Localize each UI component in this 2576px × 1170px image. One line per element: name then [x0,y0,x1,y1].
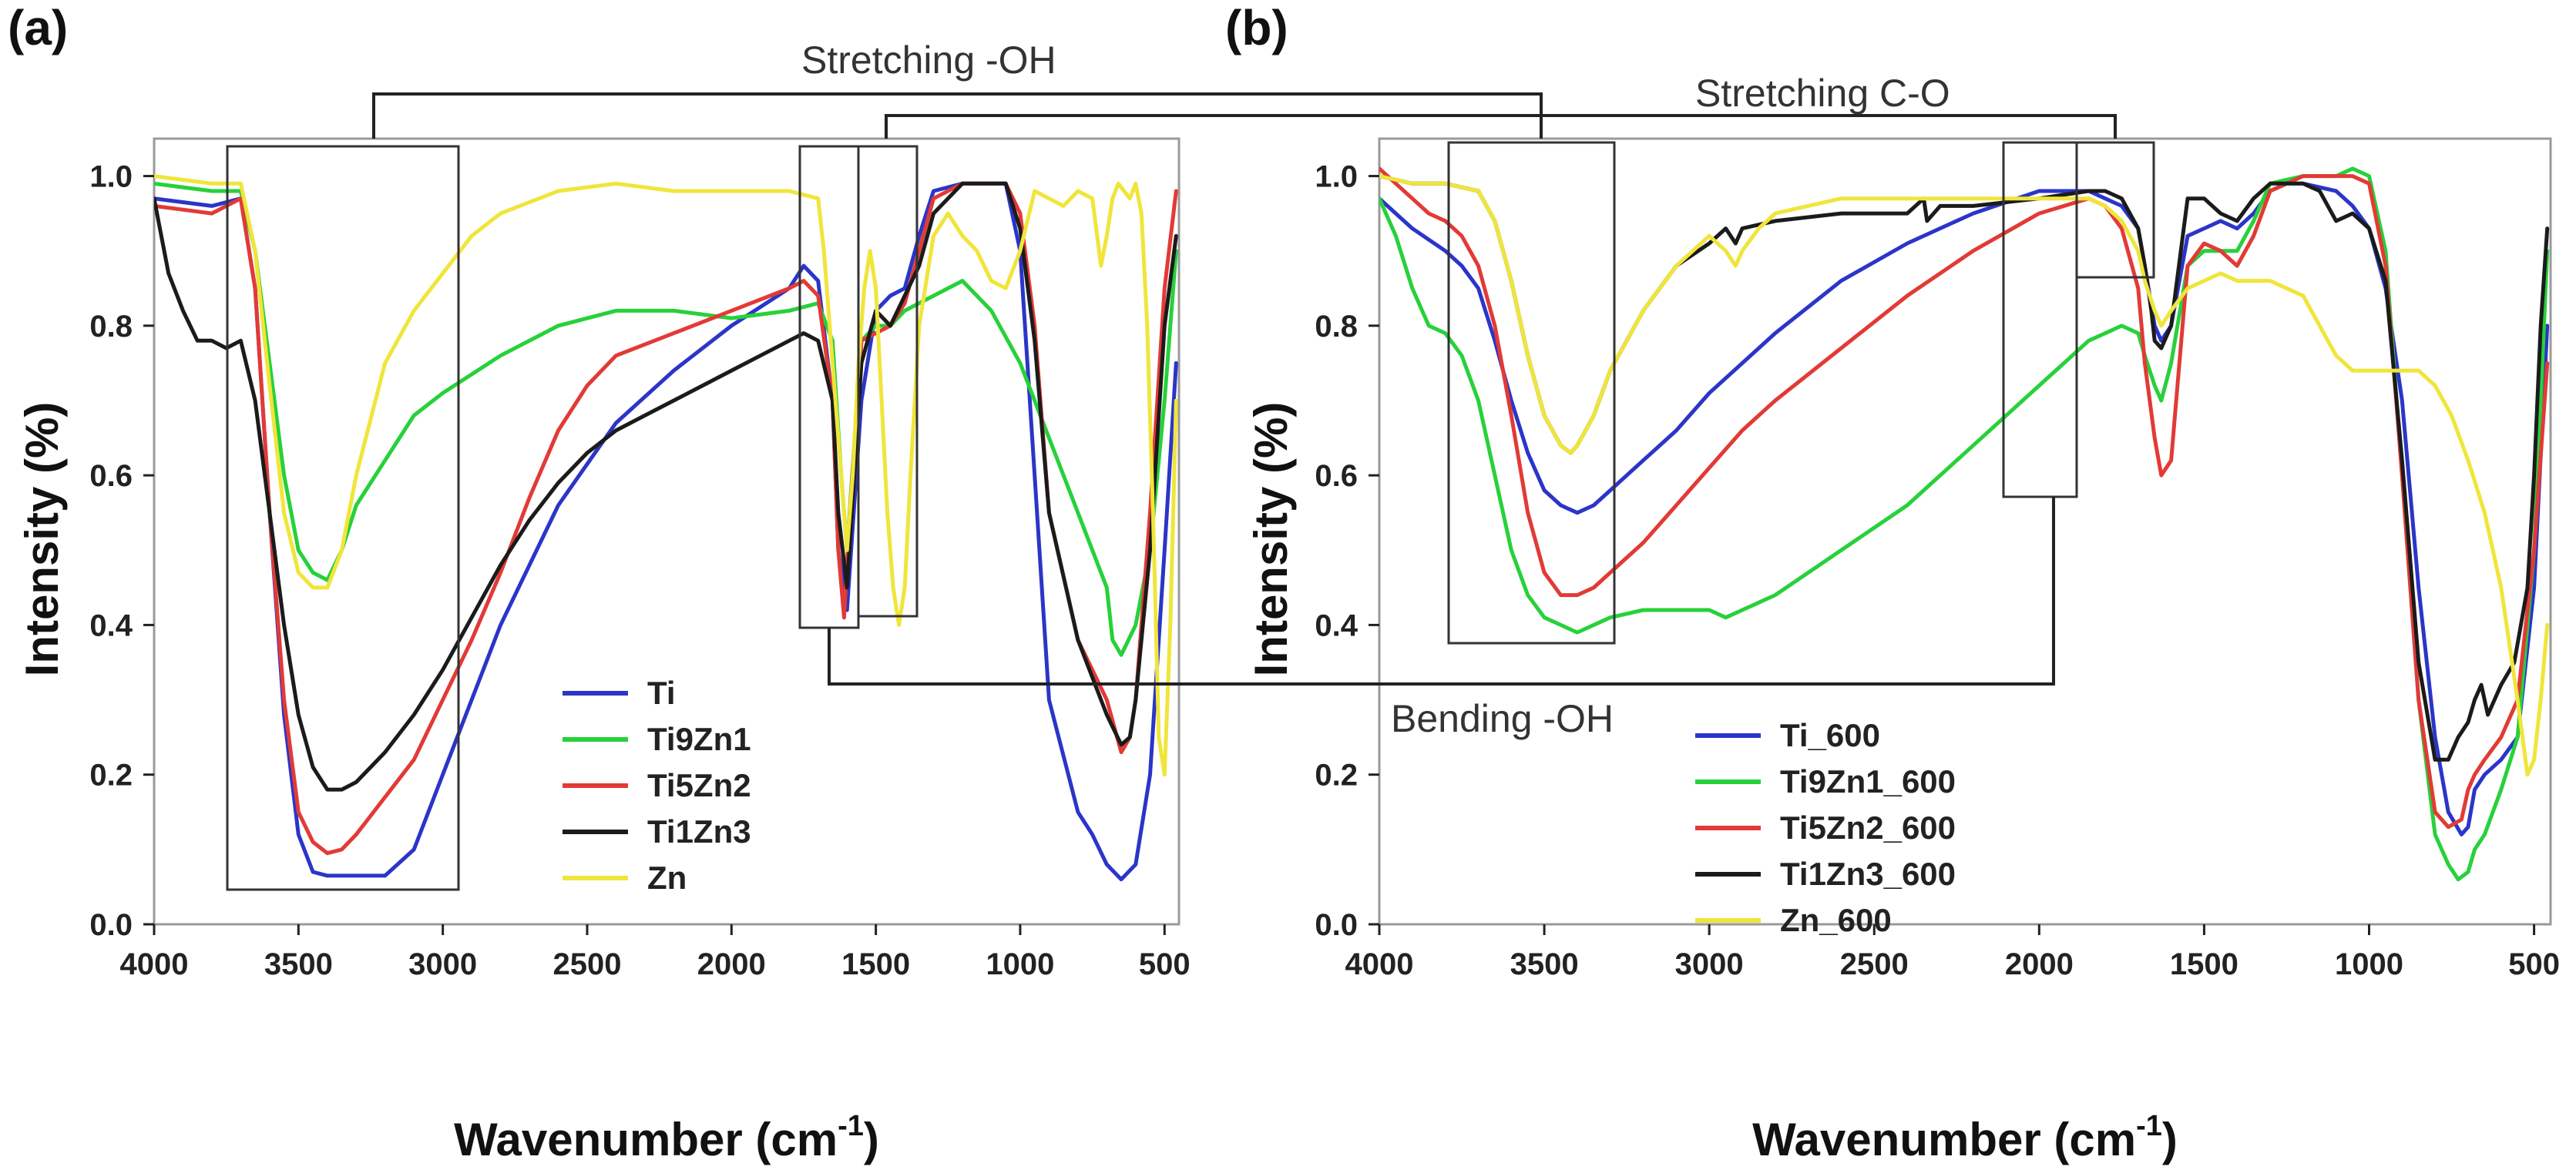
panel-b-x-tick-label: 2000 [2005,947,2074,981]
panel-b-y-tick-label: 0.2 [1315,759,1358,793]
panel-a-y-tick-label: 0.4 [89,608,133,642]
panel-a-xlabel-sup: -1 [838,1110,864,1142]
panel-b-label: (b) [1225,0,1288,55]
panel-a-legend: Ti Ti9Zn1 Ti5Zn2 Ti1Zn3 Zn [563,675,751,896]
stretching-oh-label: Stretching -OH [801,39,1056,82]
panel-a-x-tick-label: 500 [1139,947,1191,981]
panel-a-y-tick-label: 0.8 [89,310,133,344]
bending-oh-label: Bending -OH [1391,697,1614,740]
panel-a-x-axis-title: Wavenumber (cm-1) [454,1110,879,1165]
panel-a-series-zn [154,174,1178,777]
panel-a: 4000 3500 3000 2500 2000 1500 1000 500 0.0 0.2 0.4… [16,137,1191,1165]
panel-a-legend-label: Ti [647,675,676,711]
panel-a-x-tick-label: 3000 [408,947,477,981]
panel-b-series-group [1379,166,2550,882]
panel-b-legend-label: Zn_600 [1780,902,1892,938]
panel-a-legend-label: Ti5Zn2 [647,767,751,803]
panel-b-x-tick-label: 1000 [2335,947,2403,981]
panel-b-legend-label: Ti5Zn2_600 [1780,810,1956,846]
panel-b-axes: 4000 3500 3000 2500 2000 1500 1000 500 0.0 0.2 0.4… [1315,160,2560,981]
panel-a-y-axis-title: Intensity (%) [16,402,68,677]
panel-b-series-ti1zn3 [1379,174,2550,762]
stretching-co-label: Stretching C-O [1695,72,1950,115]
panel-a-x-tick-label: 4000 [120,947,189,981]
panel-a-x-tick-label: 1500 [841,947,910,981]
panel-a-xlabel-tail: ) [864,1114,879,1165]
panel-a-y-tick-label: 0.2 [89,759,133,793]
panel-b-legend-label: Ti9Zn1_600 [1780,763,1956,800]
panel-a-bending-region-2 [857,145,919,618]
bending-oh-bracket [828,497,2055,686]
panel-b-y-tick-label: 0.8 [1315,310,1358,344]
panel-b-x-tick-label: 4000 [1345,947,1414,981]
panel-b-y-axis-title: Intensity (%) [1245,402,1297,677]
panel-b-x-axis-title: Wavenumber (cm-1) [1752,1110,2178,1165]
panel-b-x-tick-label: 500 [2508,947,2560,981]
panel-a-series-ti9zn1 [154,181,1178,657]
panel-b-bending-region [2002,141,2078,498]
panel-b-y-tick-label: 0.0 [1315,908,1358,942]
panel-a-xlabel-main: Wavenumber (cm [454,1114,838,1165]
panel-b: 4000 3500 3000 2500 2000 1500 1000 500 0.0 0.2 0.4… [1245,137,2560,1165]
panel-a-x-tick-label: 2500 [552,947,621,981]
panel-a-axes: 4000 3500 3000 2500 2000 1500 1000 500 0.0 0.2 0.4… [89,160,1190,981]
panel-b-co-stretch-region [2075,141,2155,279]
panel-a-y-tick-label: 0.6 [89,459,133,493]
stretching-co-bracket [885,114,2117,139]
panel-b-xlabel-main: Wavenumber (cm [1752,1114,2136,1165]
panel-a-legend-label: Ti9Zn1 [647,721,751,757]
panel-a-y-tick-label: 0.0 [89,908,133,942]
panel-b-plot-area [1378,137,2552,926]
panel-a-label: (a) [8,0,68,55]
panel-a-x-tick-label: 3500 [264,947,333,981]
panel-a-x-tick-label: 1000 [986,947,1054,981]
panel-a-legend-label: Ti1Zn3 [647,813,751,850]
panel-a-legend-label: Zn [647,860,687,896]
panel-b-x-tick-label: 2500 [1840,947,1909,981]
panel-b-y-tick-label: 0.6 [1315,459,1358,493]
panel-b-x-tick-label: 1500 [2170,947,2238,981]
panel-b-oh-stretch-region [1447,141,1616,645]
panel-b-legend-label: Ti_600 [1780,717,1880,753]
panel-b-x-tick-label: 3500 [1510,947,1579,981]
panel-b-x-tick-label: 3000 [1675,947,1744,981]
panel-b-legend: Ti_600 Ti9Zn1_600 Ti5Zn2_600 Ti1Zn3_600 Zn_6… [1695,717,1956,938]
panel-b-series-zn-600 [1379,174,2550,777]
panel-b-xlabel-tail: ) [2162,1114,2178,1165]
panel-a-y-tick-label: 1.0 [89,160,133,194]
panel-a-oh-stretch-region [226,145,460,891]
panel-a-series-ti1zn3 [154,181,1178,792]
panel-b-legend-label: Ti1Zn3_600 [1780,856,1956,892]
panel-b-y-tick-label: 0.4 [1315,608,1358,642]
panel-b-series-ti5zn2 [1379,166,2550,830]
panel-b-xlabel-sup: -1 [2136,1110,2162,1142]
panel-b-series-ti9zn1 [1379,166,2550,882]
panel-a-x-tick-label: 2000 [697,947,766,981]
panel-a-plot-area [153,137,1181,926]
panel-a-series-group [154,174,1178,882]
panel-b-y-tick-label: 1.0 [1315,160,1358,194]
